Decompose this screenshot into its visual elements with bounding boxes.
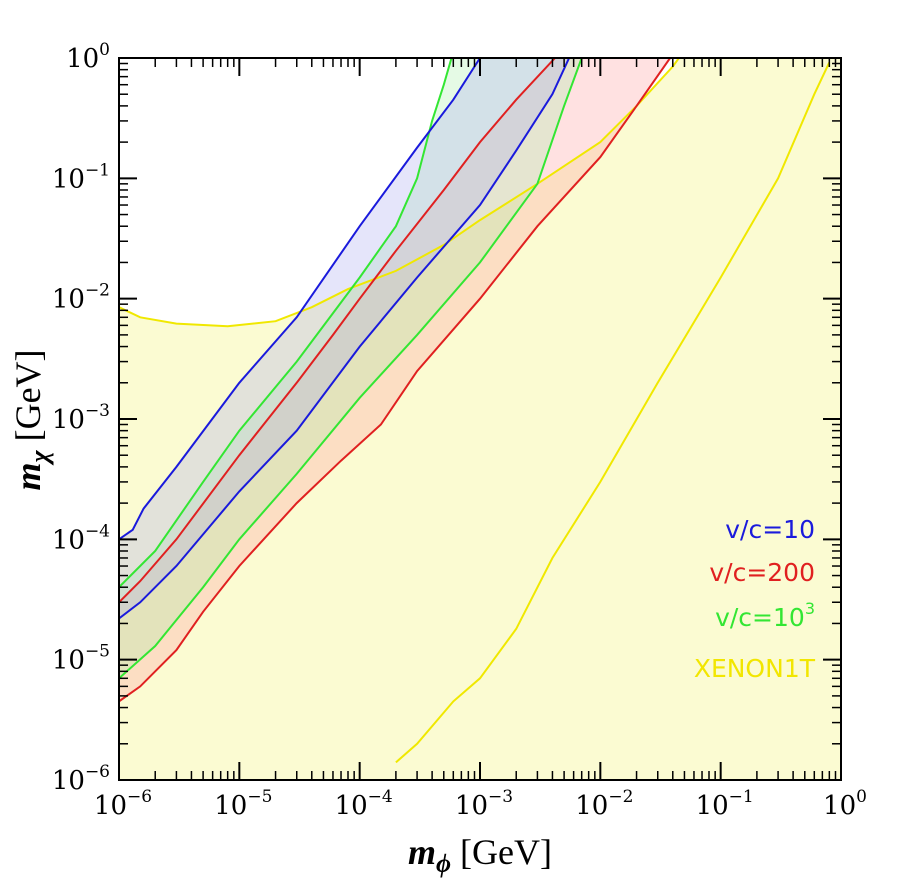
plot-area xyxy=(119,58,841,780)
upper-line-v-c-10-3 xyxy=(119,58,453,588)
x-tick-label: 10−1 xyxy=(696,787,754,821)
x-tick-label: 10−5 xyxy=(214,787,272,821)
x-tick-label: 10−2 xyxy=(575,787,633,821)
y-axis-title: mχ [GeV] xyxy=(8,349,54,490)
y-tick-label: 10−2 xyxy=(52,281,110,315)
region-xenon1t xyxy=(119,58,841,780)
y-tick-label: 10−4 xyxy=(52,521,110,555)
x-tick-label: 10−6 xyxy=(94,787,152,821)
upper-line-xenon1t xyxy=(119,58,680,328)
lower-line-v-c-10-3 xyxy=(119,58,583,680)
y-tick-labels: 10−6 10−5 10−4 10−3 10−2 10−1 100 xyxy=(52,40,110,796)
minor-ticks xyxy=(119,58,841,780)
x-axis-title: mϕ [GeV] xyxy=(408,832,552,878)
y-tick-label: 10−6 xyxy=(52,762,110,796)
legend-entry: XENON1T xyxy=(694,654,816,683)
lower-line-v-c-200 xyxy=(119,58,671,703)
y-tick-label: 10−5 xyxy=(52,642,110,676)
lower-line-xenon1t xyxy=(395,61,831,764)
x-tick-label: 100 xyxy=(823,787,867,821)
region-v-c-10-3 xyxy=(119,58,582,679)
legend-entry: v/c=200 xyxy=(709,558,815,587)
x-tick-label: 10−3 xyxy=(455,787,513,821)
y-tick-label: 10−1 xyxy=(52,160,110,194)
legend: v/c=10 v/c=200 v/c=103 XENON1T xyxy=(694,515,816,683)
region-v-c-200 xyxy=(119,58,671,702)
y-tick-label: 100 xyxy=(66,40,110,74)
y-tick-label: 10−3 xyxy=(52,401,110,435)
legend-entry: v/c=10 xyxy=(725,515,815,544)
x-tick-labels: 10−6 10−5 10−4 10−3 10−2 10−1 100 xyxy=(94,787,867,821)
upper-line-v-c-200 xyxy=(119,58,556,604)
upper-line-v-c-10 xyxy=(119,58,481,541)
legend-entry: v/c=103 xyxy=(715,599,815,632)
plot-frame xyxy=(118,57,842,781)
lower-line-v-c-10 xyxy=(119,58,571,620)
x-tick-label: 10−4 xyxy=(335,787,393,821)
region-v-c-10 xyxy=(119,58,570,619)
